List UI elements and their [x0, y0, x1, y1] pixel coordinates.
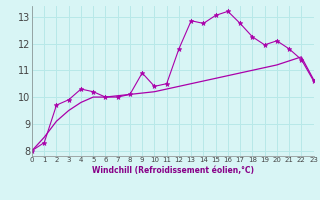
X-axis label: Windchill (Refroidissement éolien,°C): Windchill (Refroidissement éolien,°C): [92, 166, 254, 175]
